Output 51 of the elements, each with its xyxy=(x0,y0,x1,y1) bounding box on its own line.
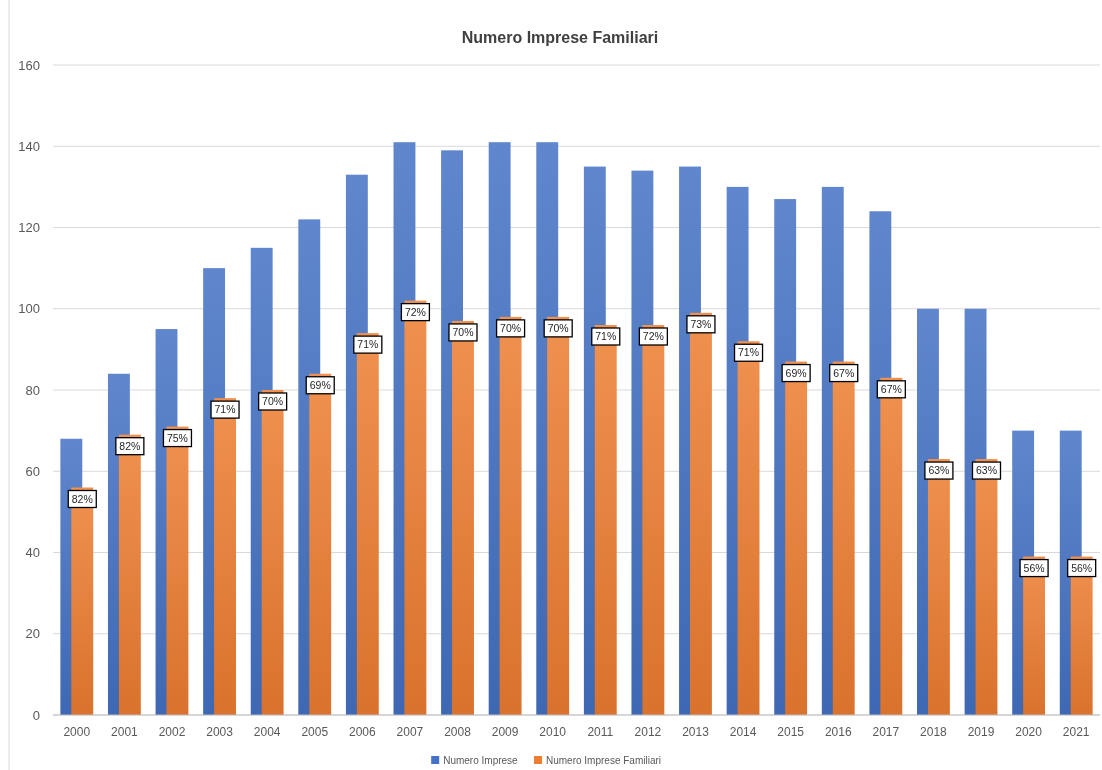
annotation: 71% xyxy=(357,338,379,351)
x-tick-label: 2014 xyxy=(729,725,757,740)
legend-label: Numero Imprese Familiari xyxy=(546,754,662,766)
annotation: 71% xyxy=(738,346,760,359)
y-tick-label: 100 xyxy=(18,301,40,317)
y-tick-label: 140 xyxy=(18,138,40,154)
x-tick-label: 2006 xyxy=(348,725,377,740)
y-tick-label: 20 xyxy=(25,626,40,642)
x-tick-label: 2021 xyxy=(1062,725,1090,740)
x-tick-label: 2013 xyxy=(682,725,710,740)
annotation: 70% xyxy=(262,395,284,408)
annotation: 71% xyxy=(595,330,617,343)
x-tick-label: 2020 xyxy=(1015,725,1043,740)
legend-label: Numero Imprese xyxy=(443,754,519,766)
annotation: 69% xyxy=(309,378,331,391)
x-tick-label: 2009 xyxy=(491,725,519,740)
x-tick-label: 2007 xyxy=(396,725,424,740)
annotation: 70% xyxy=(500,322,522,335)
annotation: 71% xyxy=(214,403,236,416)
x-tick-label: 2012 xyxy=(634,725,662,740)
y-tick-label: 60 xyxy=(25,463,40,479)
x-tick-label: 2010 xyxy=(539,725,567,740)
x-tick-label: 2004 xyxy=(253,725,281,740)
y-tick-label: 160 xyxy=(18,57,40,73)
annotation: 72% xyxy=(642,330,664,343)
y-tick-label: 80 xyxy=(25,382,40,398)
x-tick-label: 2011 xyxy=(587,725,614,740)
y-tick-label: 40 xyxy=(25,545,40,561)
x-tick-label: 2018 xyxy=(920,725,948,740)
x-tick-label: 2016 xyxy=(824,725,852,740)
x-tick-label: 2002 xyxy=(158,725,186,740)
annotation: 73% xyxy=(690,317,712,330)
x-tick-label: 2000 xyxy=(63,725,91,740)
annotation: 70% xyxy=(452,326,474,339)
annotation: 67% xyxy=(880,382,902,395)
x-tick-label: 2005 xyxy=(301,725,329,740)
x-tick-label: 2017 xyxy=(872,725,900,740)
x-tick-label: 2008 xyxy=(444,725,472,740)
annotation: 63% xyxy=(928,464,950,477)
annotation: 82% xyxy=(119,439,141,452)
annotation: 63% xyxy=(975,464,997,477)
annotation: 75% xyxy=(166,431,188,444)
x-tick-label: 2019 xyxy=(967,725,995,740)
x-tick-label: 2001 xyxy=(111,725,139,740)
y-tick-label: 120 xyxy=(18,220,40,236)
x-tick-label: 2003 xyxy=(206,725,234,740)
annotation: 72% xyxy=(404,305,426,318)
y-tick-label: 0 xyxy=(32,707,40,723)
chart-title: Numero Imprese Familiari xyxy=(461,28,659,46)
x-tick-label: 2015 xyxy=(777,725,805,740)
annotation: 70% xyxy=(547,322,569,335)
